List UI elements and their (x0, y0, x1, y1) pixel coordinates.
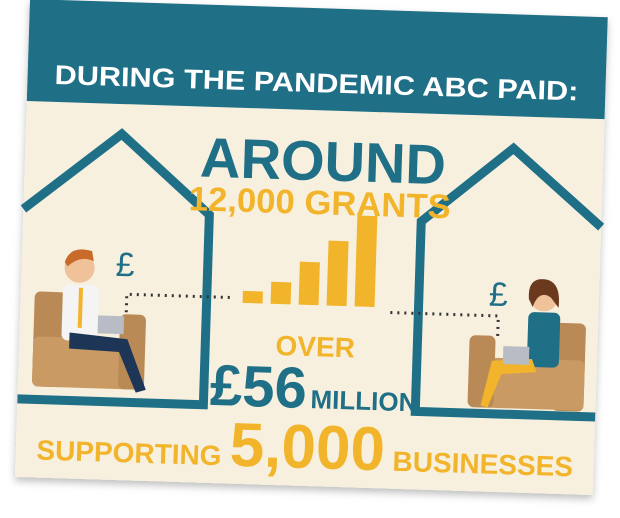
money-amount: £56 (209, 353, 308, 421)
grants-value: 12,000 GRANTS (188, 180, 451, 226)
businesses-line: SUPPORTING 5,000 BUSINESSES (36, 405, 575, 491)
businesses-prefix: SUPPORTING (36, 435, 222, 472)
card: DURING THE PANDEMIC ABC PAID: £ £ (15, 0, 608, 495)
card-background (15, 0, 608, 495)
right-house (410, 142, 605, 422)
money-unit: MILLION (310, 384, 418, 417)
bar-icon (242, 215, 378, 308)
right-currency: £ (488, 276, 508, 315)
money-line: £56MILLION (209, 353, 419, 424)
left-person (32, 249, 146, 393)
header-band (26, 0, 608, 120)
grants-prefix: AROUND (199, 126, 447, 197)
right-dotted-line (390, 311, 500, 336)
left-house (17, 128, 214, 410)
businesses-amount: 5,000 (229, 411, 386, 485)
money-prefix: OVER (275, 330, 355, 363)
businesses-unit: BUSINESSES (392, 446, 573, 483)
right-person (467, 279, 586, 412)
left-currency: £ (115, 246, 135, 285)
